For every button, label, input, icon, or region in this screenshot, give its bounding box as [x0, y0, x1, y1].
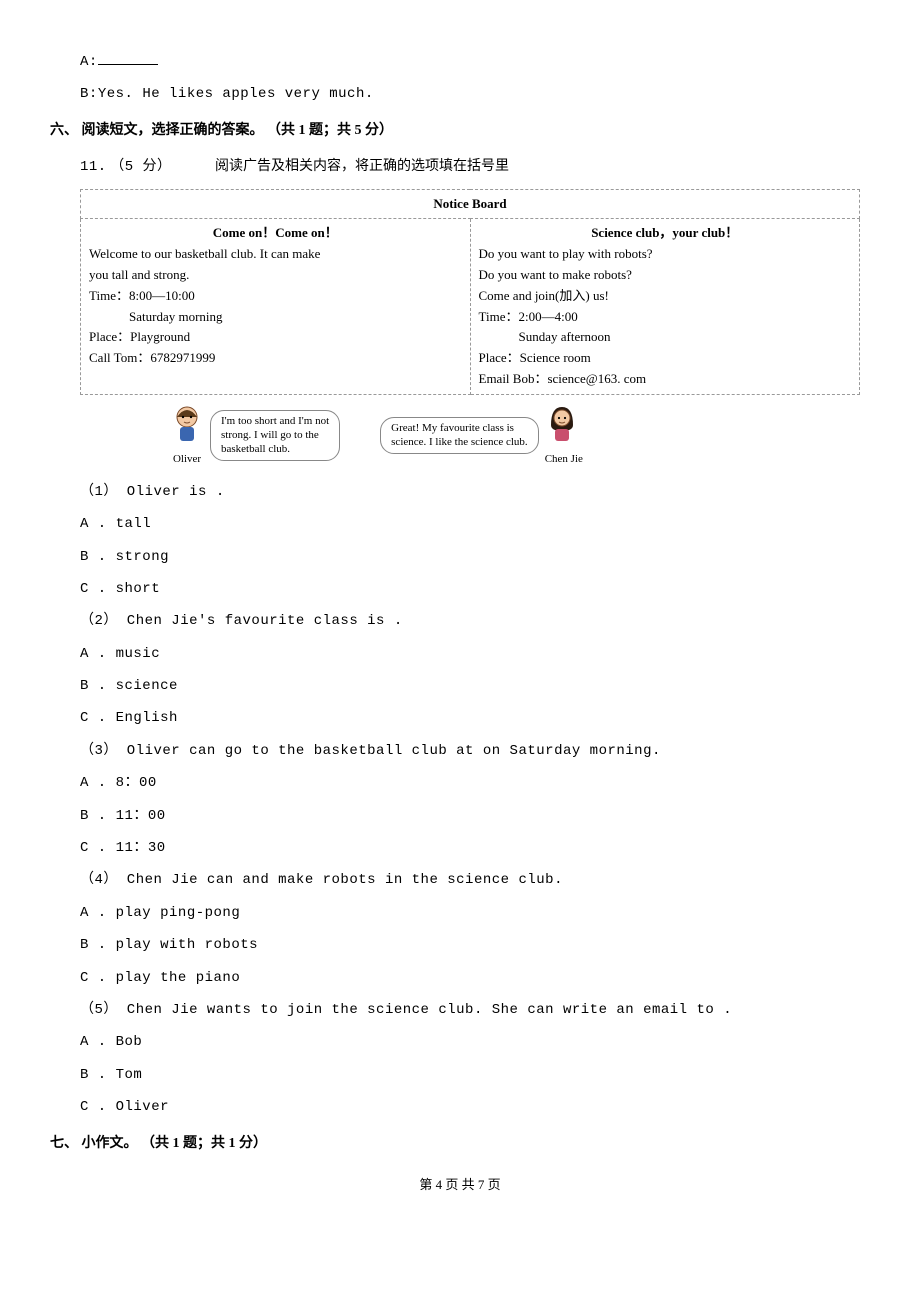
q3-opt-b: B . 11：00: [80, 805, 870, 827]
notice-right-cell: Science club，your club！ Do you want to p…: [470, 219, 860, 394]
notice-right-l4: Time：2:00—4:00: [479, 307, 852, 328]
q11-points: （5 分）: [110, 159, 171, 175]
chenjie-bubble-l2: science. I like the science club.: [391, 436, 528, 450]
notice-right-l6: Place：Science room: [479, 348, 852, 369]
q1-opt-b: B . strong: [80, 546, 870, 568]
boy-avatar-icon: [170, 403, 204, 443]
notice-right-l5: Sunday afternoon: [479, 327, 852, 348]
notice-left-l6: Call Tom：6782971999: [89, 348, 462, 369]
page-footer: 第 4 页 共 7 页: [50, 1175, 870, 1196]
q2-stem: （2） Chen Jie's favourite class is .: [80, 610, 870, 632]
q5-opt-a: A . Bob: [80, 1031, 870, 1053]
notice-left-l3: Time：8:00—10:00: [89, 286, 462, 307]
q2-opt-c: C . English: [80, 707, 870, 729]
q11-instruction: 阅读广告及相关内容，将正确的选项填在括号里: [215, 159, 509, 174]
notice-left-l5: Place：Playground: [89, 327, 462, 348]
q1-stem: （1） Oliver is .: [80, 481, 870, 503]
notice-right-l2: Do you want to make robots?: [479, 265, 852, 286]
chenjie-bubble-l1: Great! My favourite class is: [391, 422, 528, 436]
chenjie-avatar: Chen Jie: [545, 403, 583, 469]
notice-right-l7: Email Bob：science@163. com: [479, 369, 852, 390]
notice-left-l1: Welcome to our basketball club. It can m…: [89, 244, 462, 265]
q2-opt-b: B . science: [80, 675, 870, 697]
section-7-heading: 七、 小作文。 （共 1 题；共 1 分）: [50, 1133, 870, 1155]
q3-stem: （3） Oliver can go to the basketball club…: [80, 740, 870, 762]
q11-number: 11.: [80, 159, 107, 175]
notice-left-cell: Come on！Come on！ Welcome to our basketba…: [81, 219, 471, 394]
q1-opt-c: C . short: [80, 578, 870, 600]
oliver-bubble-l1: I'm too short and I'm not: [221, 415, 329, 429]
chenjie-block: Great! My favourite class is science. I …: [380, 403, 583, 469]
q5-opt-c: C . Oliver: [80, 1096, 870, 1118]
oliver-bubble-l2: strong. I will go to the: [221, 429, 329, 443]
q4-opt-a: A . play ping-pong: [80, 902, 870, 924]
q5-opt-b: B . Tom: [80, 1064, 870, 1086]
notice-right-l1: Do you want to play with robots?: [479, 244, 852, 265]
notice-board-table: Notice Board Come on！Come on！ Welcome to…: [80, 189, 860, 395]
dialog-a: A:: [80, 50, 870, 73]
oliver-bubble-l3: basketball club.: [221, 443, 329, 457]
dialog-a-label: A:: [80, 54, 98, 70]
girl-avatar-icon: [545, 403, 579, 443]
notice-board-title: Notice Board: [81, 189, 860, 219]
chenjie-name: Chen Jie: [545, 451, 583, 469]
q5-stem: （5） Chen Jie wants to join the science c…: [80, 999, 870, 1021]
notice-right-title: Science club，your club！: [479, 223, 852, 244]
oliver-avatar: Oliver: [170, 403, 204, 469]
q3-opt-c: C . 11：30: [80, 837, 870, 859]
q4-stem: （4） Chen Jie can and make robots in the …: [80, 869, 870, 891]
dialog-b: B:Yes. He likes apples very much.: [80, 83, 870, 105]
notice-left-title: Come on！Come on！: [89, 223, 462, 244]
oliver-bubble: I'm too short and I'm not strong. I will…: [210, 410, 340, 461]
q3-opt-a: A . 8：00: [80, 772, 870, 794]
q4-opt-c: C . play the piano: [80, 967, 870, 989]
section-6-heading: 六、 阅读短文，选择正确的答案。 （共 1 题；共 5 分）: [50, 120, 870, 142]
q1-opt-a: A . tall: [80, 513, 870, 535]
oliver-name: Oliver: [170, 451, 204, 469]
notice-left-l4: Saturday morning: [89, 307, 462, 328]
notice-left-l2: you tall and strong.: [89, 265, 462, 286]
oliver-block: Oliver I'm too short and I'm not strong.…: [170, 403, 340, 469]
q4-opt-b: B . play with robots: [80, 934, 870, 956]
character-row: Oliver I'm too short and I'm not strong.…: [170, 403, 870, 469]
dialog-b-label: B:: [80, 86, 98, 102]
dialog-b-text: Yes. He likes apples very much.: [98, 86, 374, 102]
q2-opt-a: A . music: [80, 643, 870, 665]
notice-right-l3: Come and join(加入) us!: [479, 286, 852, 307]
q11-line: 11. （5 分） 阅读广告及相关内容，将正确的选项填在括号里: [80, 156, 870, 178]
chenjie-bubble: Great! My favourite class is science. I …: [380, 417, 539, 455]
blank-line: [98, 50, 158, 65]
